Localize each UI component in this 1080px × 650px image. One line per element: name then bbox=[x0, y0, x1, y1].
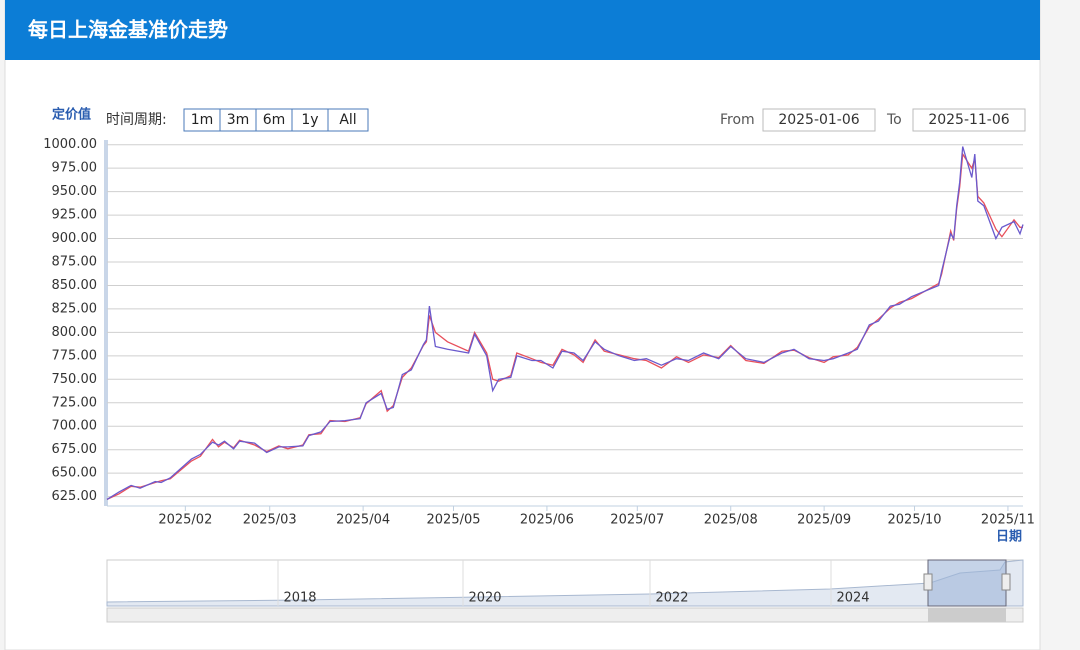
navigator-label: 2018 bbox=[283, 591, 316, 606]
period-button-label[interactable]: 6m bbox=[263, 112, 286, 128]
x-tick-label: 2025/11 bbox=[981, 513, 1035, 528]
x-tick-label: 2025/10 bbox=[888, 513, 942, 528]
y-tick-label: 925.00 bbox=[52, 208, 98, 223]
from-value[interactable]: 2025-01-06 bbox=[778, 112, 859, 128]
period-button[interactable] bbox=[327, 108, 369, 132]
to-input[interactable] bbox=[912, 108, 1026, 132]
scrollbar-thumb[interactable] bbox=[928, 608, 1006, 622]
x-tick-label: 2025/08 bbox=[704, 513, 758, 528]
y-axis-bar bbox=[104, 140, 108, 506]
y-tick-label: 675.00 bbox=[52, 442, 98, 457]
header-bar bbox=[5, 0, 1040, 60]
x-tick-label: 2025/02 bbox=[158, 513, 212, 528]
navigator-label: 2020 bbox=[468, 591, 501, 606]
to-label: To bbox=[886, 112, 902, 128]
y-tick-label: 725.00 bbox=[52, 395, 98, 410]
period-label: 时间周期: bbox=[106, 112, 167, 128]
period-button-label[interactable]: 3m bbox=[227, 112, 250, 128]
x-tick-label: 2025/04 bbox=[336, 513, 390, 528]
y-tick-label: 775.00 bbox=[52, 348, 98, 363]
card bbox=[4, 0, 1041, 650]
from-label: From bbox=[720, 112, 755, 128]
navigator-label: 2024 bbox=[836, 591, 869, 606]
to-value[interactable]: 2025-11-06 bbox=[928, 112, 1009, 128]
y-tick-label: 825.00 bbox=[52, 301, 98, 316]
y-tick-label: 900.00 bbox=[52, 231, 98, 246]
price-line bbox=[106, 146, 1024, 500]
period-button-label[interactable]: 1y bbox=[301, 112, 318, 128]
x-tick-label: 2025/03 bbox=[243, 513, 297, 528]
y-tick-label: 700.00 bbox=[52, 419, 98, 434]
navigator-window[interactable] bbox=[927, 559, 1007, 607]
period-button-label[interactable]: 1m bbox=[191, 112, 214, 128]
y-tick-label: 650.00 bbox=[52, 466, 98, 481]
y-tick-label: 950.00 bbox=[52, 184, 98, 199]
header-title: 每日上海金基准价走势 bbox=[28, 18, 228, 42]
x-tick-label: 2025/07 bbox=[610, 513, 664, 528]
navigator-label: 2022 bbox=[655, 591, 688, 606]
y-tick-label: 625.00 bbox=[52, 489, 98, 504]
navigator-handle[interactable] bbox=[1001, 573, 1011, 591]
x-tick-label: 2025/09 bbox=[797, 513, 851, 528]
y-tick-label: 1000.00 bbox=[43, 137, 97, 152]
from-input[interactable] bbox=[762, 108, 876, 132]
y-axis-label: 定价值 bbox=[51, 107, 91, 123]
y-tick-label: 850.00 bbox=[52, 278, 98, 293]
period-button-label[interactable]: All bbox=[339, 112, 356, 128]
x-tick-label: 2025/06 bbox=[520, 513, 574, 528]
x-axis-label: 日期 bbox=[996, 530, 1022, 545]
navigator-handle[interactable] bbox=[923, 573, 933, 591]
y-tick-label: 875.00 bbox=[52, 255, 98, 270]
y-tick-label: 750.00 bbox=[52, 372, 98, 387]
y-tick-label: 975.00 bbox=[52, 161, 98, 176]
y-tick-label: 800.00 bbox=[52, 325, 98, 340]
scrollbar[interactable] bbox=[106, 607, 1024, 623]
x-tick-label: 2025/05 bbox=[427, 513, 481, 528]
